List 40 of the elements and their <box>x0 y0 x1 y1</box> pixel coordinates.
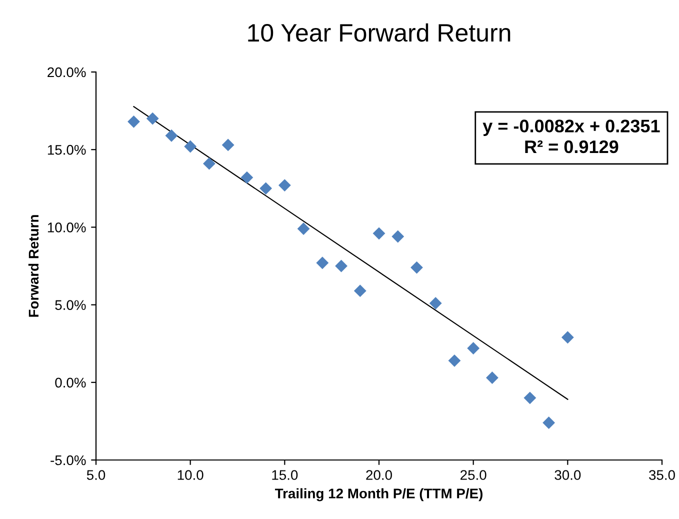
y-tick-label: 0.0% <box>55 378 86 388</box>
x-tick-label: 20.0 <box>366 470 392 480</box>
x-tick-label: 25.0 <box>460 470 486 480</box>
point <box>222 138 234 152</box>
point <box>278 179 291 192</box>
x-tick-label: 30.0 <box>554 470 581 480</box>
point <box>542 416 556 429</box>
annotation: y = -0.0082x + 0.2351 R² = 0.9129 <box>482 120 660 154</box>
point <box>372 227 386 240</box>
point <box>202 157 216 170</box>
point <box>146 112 159 125</box>
point <box>467 342 480 354</box>
point <box>354 284 366 298</box>
point <box>561 331 574 344</box>
x-tick-label: 10.0 <box>178 470 204 480</box>
point <box>297 222 310 235</box>
y-tick-label: 20.0% <box>48 67 86 78</box>
x-tick-label: 15.0 <box>272 470 298 480</box>
x-tick-label: 35.0 <box>649 470 675 480</box>
chart-title: 10 Year Forward Return <box>248 23 510 42</box>
point <box>316 256 329 270</box>
point <box>128 115 140 128</box>
point <box>260 182 272 195</box>
point <box>184 140 197 153</box>
point <box>335 260 348 272</box>
y-tick-label: 5.0% <box>55 300 86 310</box>
x-axis-title: Trailing 12 Month P/E (TTM P/E) <box>274 488 482 502</box>
y-axis-title: Forward Return <box>28 215 39 317</box>
y-tick-label: -5.0% <box>50 455 86 466</box>
point <box>240 171 254 184</box>
y-tick-label: 10.0% <box>48 222 86 232</box>
point <box>448 354 461 367</box>
point <box>410 261 423 274</box>
point <box>524 392 536 404</box>
point <box>429 297 442 310</box>
x-tick-label: 5.0 <box>86 470 106 480</box>
point <box>486 372 498 384</box>
y-tick-label: 15.0% <box>48 144 86 155</box>
point <box>392 230 404 243</box>
point <box>165 129 178 142</box>
